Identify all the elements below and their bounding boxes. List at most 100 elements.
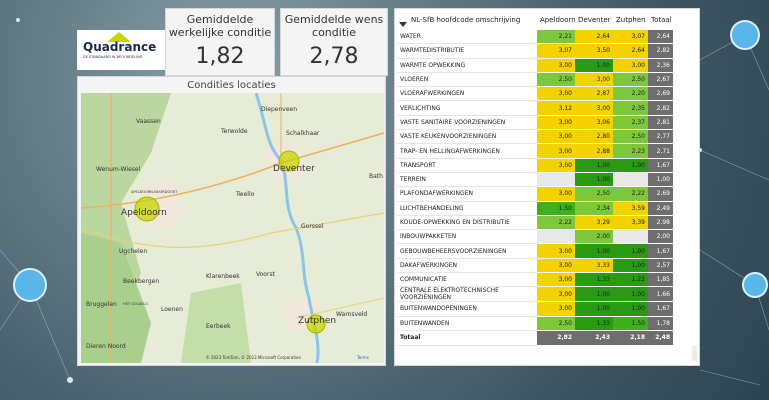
value-cell: 2,69 — [648, 86, 673, 102]
column-header: Apeldoorn — [540, 16, 576, 24]
row-label: PLAFONDAFWERKINGEN — [397, 186, 537, 202]
table-row: VASTE KEUKENVOORZIENINGEN 3,00 2,80 2,50 2,7… — [397, 129, 697, 145]
value-cell: 2,67 — [648, 72, 673, 88]
total-value: 2,18 — [613, 330, 648, 346]
table-row: WATER 2,21 2,64 3,07 2,64 — [397, 30, 697, 45]
total-value: 2,48 — [648, 330, 673, 346]
road — [295, 297, 384, 319]
value-cell: 3,07 — [613, 30, 648, 45]
value-cell: 1,67 — [648, 158, 673, 173]
place-label: Diepenveen — [261, 106, 297, 113]
map-panel: Condities locaties Vaassen Terwolde Diepen… — [77, 76, 386, 366]
spacer — [673, 72, 697, 88]
empty-cell — [613, 229, 648, 245]
value-cell: 2,98 — [648, 215, 673, 231]
value-cell: 2,22 — [537, 215, 575, 231]
spacer — [673, 215, 697, 231]
value-cell: 2,64 — [648, 30, 673, 45]
table-row: VASTE SANITAIRE VOORZIENINGEN 3,00 3,06 2,3… — [397, 115, 697, 131]
row-label: CENTRALE ELEKTROTECHNISCHE VOORZIENINGEN — [397, 286, 537, 303]
spacer — [673, 272, 697, 288]
spacer — [673, 86, 697, 102]
column-header: Zutphen — [616, 16, 646, 24]
place-label: Klarenbeek — [206, 273, 240, 280]
place-label: Dieren Noord — [86, 343, 126, 350]
value-cell: 1,00 — [575, 58, 613, 73]
value-cell: 1,00 — [575, 158, 613, 173]
spacer — [673, 143, 697, 159]
condition-table: NL-SfB hoofdcode omschrijving Apeldoorn De… — [397, 10, 697, 346]
row-label: VASTE KEUKENVOORZIENINGEN — [397, 129, 537, 145]
map-terms[interactable]: Terms — [356, 355, 369, 360]
table-row: COMMUNICATIE 3,00 1,33 1,22 1,85 — [397, 272, 697, 288]
table-row: VERLICHTING 3,12 3,00 2,35 2,82 — [397, 100, 697, 116]
value-cell: 1,50 — [537, 201, 575, 216]
value-cell: 2,82 — [648, 100, 673, 116]
place-label: Wenum-Wiesel — [96, 166, 141, 173]
value-cell: 3,07 — [537, 43, 575, 59]
map[interactable]: Vaassen Terwolde Diepenveen Schalkhaar Wenum… — [81, 93, 384, 363]
map-title: Condities locaties — [187, 80, 276, 91]
value-cell: 2,50 — [537, 316, 575, 331]
value-cell: 3,29 — [575, 215, 613, 231]
value-cell: 2,21 — [537, 30, 575, 45]
spacer — [673, 243, 697, 259]
logo-tagline: DE STANDAARD IN BEOORDELING — [83, 55, 143, 59]
spacer — [673, 330, 697, 346]
table-row: CENTRALE ELEKTROTECHNISCHE VOORZIENINGEN… — [397, 286, 697, 303]
spacer — [673, 286, 697, 303]
place-label: Vaassen — [136, 118, 161, 125]
table-row: TRAP- EN HELLINGAFWERKINGEN 3,00 2,88 2,23 2… — [397, 143, 697, 159]
value-cell: 1,50 — [613, 316, 648, 331]
total-value: 2,82 — [537, 330, 575, 346]
value-cell: 2,34 — [575, 201, 613, 216]
row-label: TRANSPORT — [397, 158, 537, 173]
place-label: Ugchelen — [119, 248, 147, 255]
value-cell: 3,33 — [575, 258, 613, 274]
row-label: TRAP- EN HELLINGAFWERKINGEN — [397, 143, 537, 159]
value-cell: 1,33 — [575, 272, 613, 288]
location-bubble[interactable] — [278, 150, 300, 172]
place-label: Gorssel — [301, 223, 324, 230]
place-label: Zutphen — [298, 316, 336, 326]
map-credits: © 2023 TomTom, © 2023 Microsoft Corporat… — [206, 355, 302, 360]
value-cell: 2,88 — [575, 143, 613, 159]
location-bubble[interactable] — [306, 314, 326, 334]
spacer — [673, 58, 697, 73]
spacer — [673, 43, 697, 59]
value-cell: 1,00 — [613, 258, 648, 274]
row-label: COMMUNICATIE — [397, 272, 537, 288]
location-bubble[interactable] — [134, 196, 160, 222]
place-label: Bath — [369, 173, 383, 180]
value-cell: 3,00 — [537, 143, 575, 159]
value-cell: 1,67 — [648, 301, 673, 317]
forest — [181, 283, 251, 363]
place-label: Bruggelen — [86, 301, 117, 308]
value-cell: 3,00 — [537, 286, 575, 303]
value-cell: 1,00 — [575, 243, 613, 259]
value-cell: 3,00 — [537, 115, 575, 131]
place-label: Warnsveld — [336, 311, 367, 318]
road — [81, 212, 384, 249]
row-label: KOUDE-OPWEKKING EN DISTRIBUTIE — [397, 215, 537, 231]
total-value: 2,43 — [575, 330, 613, 346]
value-cell: 1,00 — [613, 158, 648, 173]
value-cell: 3,00 — [537, 158, 575, 173]
value-cell: 1,00 — [575, 172, 613, 188]
table-row: VLOEREN 2,50 3,00 2,50 2,67 — [397, 72, 697, 88]
value-cell: 1,00 — [648, 172, 673, 188]
value-cell: 2,36 — [648, 58, 673, 73]
spacer — [673, 258, 697, 274]
empty-cell — [537, 229, 575, 245]
value-cell: 2,57 — [648, 258, 673, 274]
value-cell: 2,82 — [648, 43, 673, 59]
row-label: GEBOUWBEHEERSVOORZIENINGEN — [397, 243, 537, 259]
value-cell: 3,00 — [537, 86, 575, 102]
value-cell: 2,23 — [613, 143, 648, 159]
table-row: LUCHTBEHANDELING 1,50 2,34 3,59 2,49 — [397, 201, 697, 216]
value-cell: 3,06 — [575, 115, 613, 131]
sort-icon[interactable] — [399, 22, 407, 28]
value-cell: 1,67 — [648, 243, 673, 259]
